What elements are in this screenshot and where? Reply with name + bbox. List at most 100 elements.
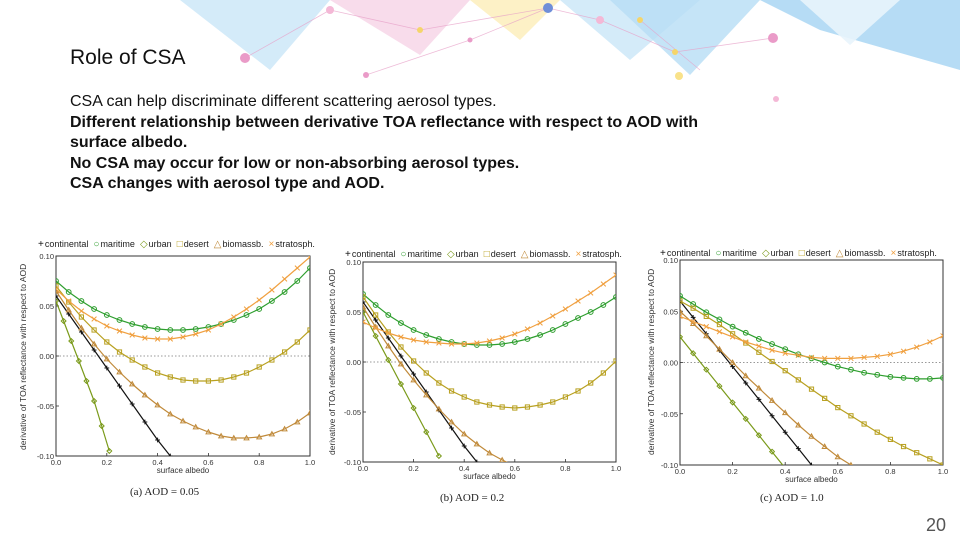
data-point-desert [680, 298, 683, 304]
legend-label: urban [455, 249, 479, 259]
data-point-maritime [926, 375, 933, 382]
x-tick-label: 0.6 [203, 458, 213, 467]
y-tick-label: -0.10 [344, 458, 361, 467]
data-point-desert [914, 450, 920, 456]
data-point-stratosph [65, 298, 72, 304]
data-point-desert [499, 404, 505, 410]
data-point-maritime [848, 366, 854, 373]
data-point-stratosph [729, 334, 736, 340]
series-line-biomassb [680, 310, 853, 465]
data-point-desert [524, 404, 531, 410]
legend-marker-icon: × [268, 239, 275, 250]
plot-frame [679, 259, 944, 466]
x-tick-label: 0.0 [358, 464, 368, 473]
data-point-maritime [56, 278, 59, 284]
data-point-biomassb [862, 471, 867, 475]
data-point-desert [256, 364, 262, 370]
series-line-maritime [363, 293, 616, 346]
x-tick-label: 0.4 [152, 458, 162, 467]
legend-label: desert [490, 249, 516, 259]
data-point-stratosph [769, 347, 775, 353]
data-point-biomassb [435, 405, 443, 412]
y-tick-label: -0.05 [661, 410, 678, 419]
legend-marker-icon: + [660, 248, 666, 259]
series-line-biomassb [363, 306, 508, 462]
legend-marker-icon: ◇ [139, 239, 148, 250]
data-point-stratosph [861, 354, 867, 361]
legend-item: +continental [345, 249, 396, 260]
data-point-desert [782, 368, 788, 374]
data-point-stratosph [549, 313, 556, 319]
legend-label: maritime [407, 249, 442, 259]
data-point-biomassb [703, 332, 710, 339]
chart-caption: (a) AOD = 0.05 [130, 486, 200, 498]
data-point-urban [755, 432, 763, 439]
data-point-maritime [524, 336, 531, 342]
data-point-biomassb [795, 421, 802, 428]
y-tick-label: 0.05 [663, 307, 678, 316]
data-point-stratosph [690, 318, 696, 325]
data-point-stratosph [742, 339, 749, 345]
data-point-urban [83, 377, 90, 385]
legend-marker-icon: ◇ [446, 249, 455, 260]
legend-label: stratosph. [897, 248, 937, 258]
legend-label: stratosph. [582, 249, 622, 259]
chart-panel-3: 0.0 0.2 0.4 0.6 0.8 1.0 0.10 0.05 0.00 -0.05 -0.10… [650, 250, 953, 494]
data-point-urban [680, 333, 684, 340]
data-point-maritime [587, 309, 594, 315]
data-point-continental [56, 293, 59, 299]
chart-panel-1: 0.0 0.2 0.4 0.6 0.8 1.0 0.10 0.05 0.00 -0.05 -0.10… [26, 246, 320, 485]
data-point-stratosph [756, 343, 762, 349]
data-point-stratosph [448, 341, 455, 347]
data-point-urban [435, 452, 443, 460]
series-line-maritime [680, 295, 943, 380]
data-point-urban [768, 448, 776, 455]
data-point-biomassb [167, 410, 174, 417]
data-point-desert [575, 388, 581, 394]
data-point-stratosph [218, 321, 224, 327]
data-point-stratosph [887, 351, 894, 358]
data-point-desert [613, 358, 616, 364]
y-tick-label: 0.10 [346, 258, 361, 267]
data-point-biomassb [78, 324, 85, 331]
data-point-stratosph [461, 341, 467, 347]
data-point-stratosph [116, 328, 123, 334]
data-point-biomassb [192, 423, 199, 430]
data-point-desert [56, 283, 59, 289]
data-point-continental [730, 364, 735, 369]
data-point-biomassb [834, 453, 842, 460]
data-point-continental [363, 299, 366, 305]
data-point-desert [231, 374, 237, 380]
data-point-desert [861, 421, 867, 427]
data-point-stratosph [192, 331, 199, 337]
y-tick-label: 0.05 [346, 308, 361, 317]
data-point-biomassb [397, 360, 405, 367]
data-point-stratosph [575, 298, 581, 304]
data-point-desert [269, 357, 275, 363]
y-axis-label: derivative of TOA reflectance with respe… [18, 263, 28, 450]
data-point-stratosph [600, 281, 607, 287]
series-line-urban [56, 300, 110, 452]
data-point-maritime [900, 374, 907, 381]
data-point-desert [835, 405, 841, 411]
page-number: 20 [925, 515, 946, 535]
legend-item: +continental [660, 248, 710, 259]
data-point-stratosph [524, 326, 531, 332]
legend-item: ×stratosph. [890, 248, 937, 259]
data-point-biomassb [363, 303, 367, 310]
data-point-desert [91, 327, 97, 333]
y-tick-label: 0.00 [663, 359, 678, 368]
data-point-continental [756, 397, 762, 402]
data-point-desert [808, 386, 815, 392]
data-point-stratosph [372, 325, 379, 331]
data-point-stratosph [680, 313, 683, 320]
data-point-maritime [756, 336, 762, 342]
data-point-desert [600, 370, 606, 376]
chart-legend: +continental ○maritime ◇urban □desert △bioma… [660, 248, 942, 259]
data-point-continental [461, 443, 467, 449]
legend-label: continental [351, 249, 396, 259]
data-point-stratosph [940, 333, 943, 339]
data-point-biomassb [680, 307, 684, 314]
x-tick-label: 0.2 [102, 458, 112, 467]
data-point-continental [809, 462, 814, 465]
